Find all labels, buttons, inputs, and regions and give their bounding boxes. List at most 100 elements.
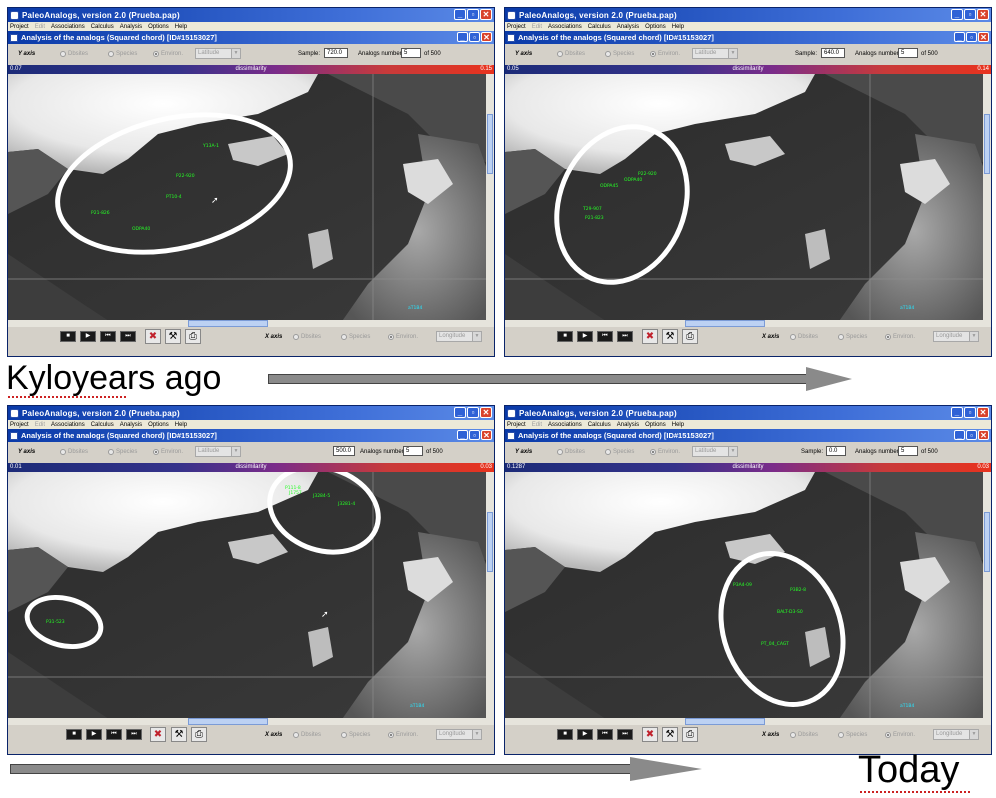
analogs-field[interactable]: 5 [401, 48, 421, 58]
fast-forward-button[interactable]: ⏭ [126, 729, 142, 740]
x-axis-dropdown[interactable]: Longitude ▼ [933, 729, 979, 740]
radio-environ[interactable]: Environ. [388, 334, 418, 340]
horizontal-scrollbar[interactable] [8, 320, 486, 327]
radio-dbsites[interactable]: Dbsites [293, 334, 321, 340]
radio-species[interactable]: Species [838, 732, 867, 738]
clear-icon[interactable]: ✖ [150, 727, 166, 742]
radio-species[interactable]: Species [605, 51, 634, 57]
menu-associations[interactable]: Associations [51, 23, 85, 30]
radio-dbsites[interactable]: Dbsites [557, 449, 585, 455]
radio-species[interactable]: Species [108, 449, 137, 455]
maximize-button[interactable]: ▫ [966, 430, 977, 440]
menu-calculus[interactable]: Calculus [587, 23, 611, 30]
menu-calculus[interactable]: Calculus [90, 421, 114, 428]
radio-environ[interactable]: Environ. [650, 449, 680, 455]
radio-dbsites[interactable]: Dbsites [60, 51, 88, 57]
close-button[interactable]: ✕ [480, 9, 492, 20]
x-axis-dropdown[interactable]: Longitude ▼ [933, 331, 979, 342]
tools-icon[interactable]: ⚒ [662, 329, 678, 344]
maximize-button[interactable]: ▫ [467, 9, 479, 20]
menu-options[interactable]: Options [645, 421, 666, 428]
clear-icon[interactable]: ✖ [145, 329, 161, 344]
close-button[interactable]: ✕ [481, 32, 492, 42]
menu-help[interactable]: Help [174, 421, 188, 428]
satellite-map[interactable]: P3A4-09 P3B2-8 BALT-D3-S0 PT_04_CAGT aT1… [505, 472, 991, 725]
close-button[interactable]: ✕ [481, 430, 492, 440]
minimize-button[interactable]: _ [454, 407, 466, 418]
menu-analysis[interactable]: Analysis [119, 421, 143, 428]
tools-icon[interactable]: ⚒ [171, 727, 187, 742]
menu-help[interactable]: Help [174, 23, 188, 30]
rewind-button[interactable]: ⏮ [100, 331, 116, 342]
satellite-map[interactable]: Y13A-1 P22-920 PT10-4 P21-826 ODPA40 aT1… [8, 74, 494, 327]
menu-options[interactable]: Options [148, 23, 169, 30]
menu-associations[interactable]: Associations [548, 23, 582, 30]
tools-icon[interactable]: ⚒ [165, 329, 181, 344]
menu-edit[interactable]: Edit [34, 421, 46, 428]
vertical-scrollbar[interactable] [486, 472, 494, 725]
tools-icon[interactable]: ⚒ [662, 727, 678, 742]
radio-species[interactable]: Species [341, 732, 370, 738]
minimize-button[interactable]: _ [954, 32, 965, 42]
horizontal-scrollbar[interactable] [505, 320, 983, 327]
menu-project[interactable]: Project [507, 23, 526, 30]
radio-species[interactable]: Species [838, 334, 867, 340]
radio-environ[interactable]: Environ. [388, 732, 418, 738]
sample-field[interactable]: 500.0 [333, 446, 355, 456]
menu-edit[interactable]: Edit [34, 23, 46, 30]
y-axis-dropdown[interactable]: Latitude ▼ [195, 446, 241, 457]
clear-icon[interactable]: ✖ [642, 727, 658, 742]
rewind-button[interactable]: ⏮ [597, 729, 613, 740]
menu-edit[interactable]: Edit [531, 23, 543, 30]
satellite-map[interactable]: P111-8 J1757 J3284-5 J3281-4 P31-523 aT1… [8, 472, 494, 725]
menu-project[interactable]: Project [10, 421, 29, 428]
play-button[interactable]: ▶ [80, 331, 96, 342]
radio-environ[interactable]: Environ. [650, 51, 680, 57]
radio-dbsites[interactable]: Dbsites [60, 449, 88, 455]
minimize-button[interactable]: _ [951, 407, 963, 418]
menu-options[interactable]: Options [645, 23, 666, 30]
minimize-button[interactable]: _ [951, 9, 963, 20]
minimize-button[interactable]: _ [954, 430, 965, 440]
radio-species[interactable]: Species [341, 334, 370, 340]
rewind-button[interactable]: ⏮ [597, 331, 613, 342]
fast-forward-button[interactable]: ⏭ [120, 331, 136, 342]
vertical-scrollbar[interactable] [983, 74, 991, 327]
fast-forward-button[interactable]: ⏭ [617, 729, 633, 740]
horizontal-scrollbar[interactable] [505, 718, 983, 725]
radio-dbsites[interactable]: Dbsites [790, 334, 818, 340]
radio-environ[interactable]: Environ. [153, 51, 183, 57]
vertical-scrollbar[interactable] [486, 74, 494, 327]
radio-environ[interactable]: Environ. [885, 334, 915, 340]
maximize-button[interactable]: ▫ [966, 32, 977, 42]
menu-help[interactable]: Help [671, 23, 685, 30]
close-button[interactable]: ✕ [978, 32, 989, 42]
menu-project[interactable]: Project [10, 23, 29, 30]
maximize-button[interactable]: ▫ [964, 9, 976, 20]
minimize-button[interactable]: _ [457, 430, 468, 440]
clear-icon[interactable]: ✖ [642, 329, 658, 344]
stop-button[interactable]: ■ [557, 331, 573, 342]
radio-species[interactable]: Species [605, 449, 634, 455]
maximize-button[interactable]: ▫ [467, 407, 479, 418]
fast-forward-button[interactable]: ⏭ [617, 331, 633, 342]
radio-dbsites[interactable]: Dbsites [790, 732, 818, 738]
menu-project[interactable]: Project [507, 421, 526, 428]
horizontal-scrollbar[interactable] [8, 718, 486, 725]
maximize-button[interactable]: ▫ [469, 32, 480, 42]
close-button[interactable]: ✕ [480, 407, 492, 418]
y-axis-dropdown[interactable]: Latitude ▼ [692, 48, 738, 59]
satellite-map[interactable]: P22-920 ODPA40 ODPA45 T29-907 P21-823 aT… [505, 74, 991, 327]
vertical-scrollbar[interactable] [983, 472, 991, 725]
sample-field[interactable]: 640.0 [821, 48, 845, 58]
menu-analysis[interactable]: Analysis [616, 421, 640, 428]
stop-button[interactable]: ■ [66, 729, 82, 740]
y-axis-dropdown[interactable]: Latitude ▼ [195, 48, 241, 59]
play-button[interactable]: ▶ [577, 331, 593, 342]
y-axis-dropdown[interactable]: Latitude ▼ [692, 446, 738, 457]
print-icon[interactable]: ⎙ [682, 727, 698, 742]
analogs-field[interactable]: 5 [403, 446, 423, 456]
rewind-button[interactable]: ⏮ [106, 729, 122, 740]
radio-environ[interactable]: Environ. [153, 449, 183, 455]
x-axis-dropdown[interactable]: Longitude ▼ [436, 331, 482, 342]
